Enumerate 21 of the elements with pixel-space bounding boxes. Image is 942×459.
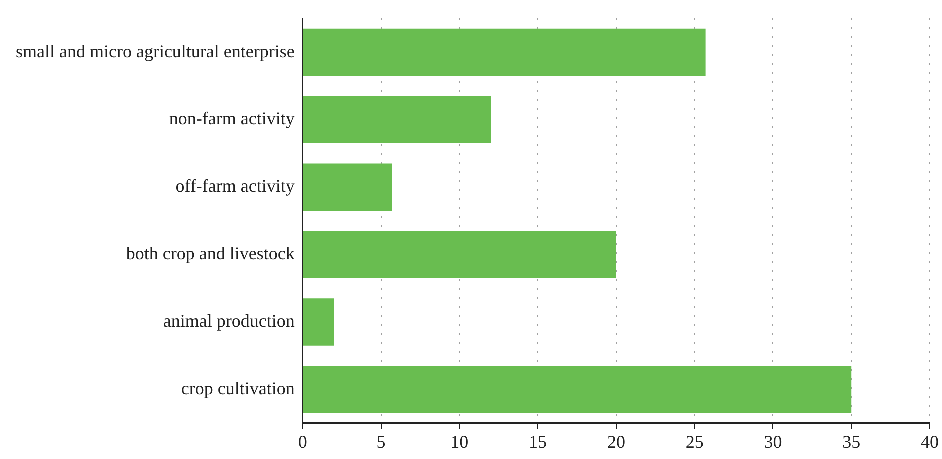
y-tick-label: small and micro agricultural enterprise — [16, 41, 295, 62]
x-tick-label: 15 — [529, 432, 548, 452]
y-tick-label: off-farm activity — [176, 176, 295, 196]
x-tick-label: 30 — [764, 432, 782, 452]
bar — [303, 231, 616, 278]
x-tick-label: 25 — [686, 432, 704, 452]
x-tick-label: 35 — [842, 432, 861, 452]
y-tick-label: animal production — [163, 310, 295, 331]
y-tick-label: non-farm activity — [169, 108, 295, 129]
x-tick-label: 5 — [376, 432, 386, 452]
y-tick-label: crop cultivation — [181, 378, 295, 398]
bar — [303, 298, 334, 346]
bar — [303, 28, 706, 76]
bar — [303, 164, 392, 211]
x-tick-label: 40 — [921, 432, 939, 452]
x-tick-label: 10 — [450, 432, 469, 452]
x-tick-label: 0 — [298, 432, 308, 452]
y-tick-label: both crop and livestock — [126, 244, 295, 264]
bar — [303, 96, 492, 144]
x-tick-label: 20 — [607, 432, 626, 452]
bar — [303, 366, 852, 414]
